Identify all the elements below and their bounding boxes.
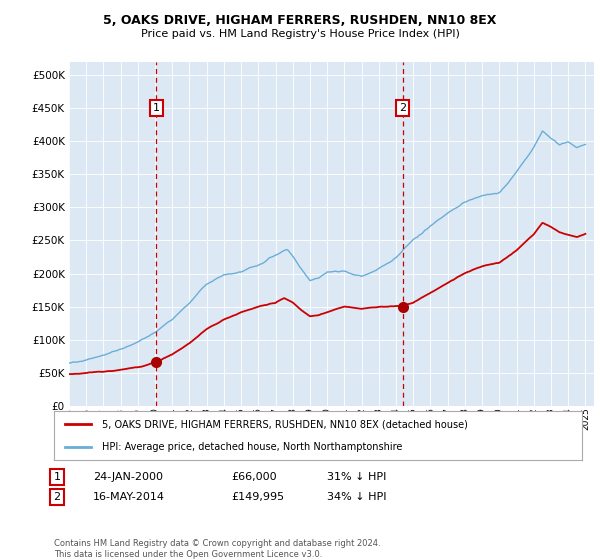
Text: 34% ↓ HPI: 34% ↓ HPI (327, 492, 386, 502)
Text: Price paid vs. HM Land Registry's House Price Index (HPI): Price paid vs. HM Land Registry's House … (140, 29, 460, 39)
Text: HPI: Average price, detached house, North Northamptonshire: HPI: Average price, detached house, Nort… (101, 442, 402, 452)
Text: Contains HM Land Registry data © Crown copyright and database right 2024.
This d: Contains HM Land Registry data © Crown c… (54, 539, 380, 559)
Text: 2: 2 (399, 103, 406, 113)
Text: 1: 1 (53, 472, 61, 482)
Text: £149,995: £149,995 (231, 492, 284, 502)
Text: 31% ↓ HPI: 31% ↓ HPI (327, 472, 386, 482)
Text: £66,000: £66,000 (231, 472, 277, 482)
Text: 5, OAKS DRIVE, HIGHAM FERRERS, RUSHDEN, NN10 8EX (detached house): 5, OAKS DRIVE, HIGHAM FERRERS, RUSHDEN, … (101, 419, 467, 430)
Text: 5, OAKS DRIVE, HIGHAM FERRERS, RUSHDEN, NN10 8EX: 5, OAKS DRIVE, HIGHAM FERRERS, RUSHDEN, … (103, 14, 497, 27)
Text: 1: 1 (153, 103, 160, 113)
Text: 24-JAN-2000: 24-JAN-2000 (93, 472, 163, 482)
Text: 16-MAY-2014: 16-MAY-2014 (93, 492, 165, 502)
Text: 2: 2 (53, 492, 61, 502)
